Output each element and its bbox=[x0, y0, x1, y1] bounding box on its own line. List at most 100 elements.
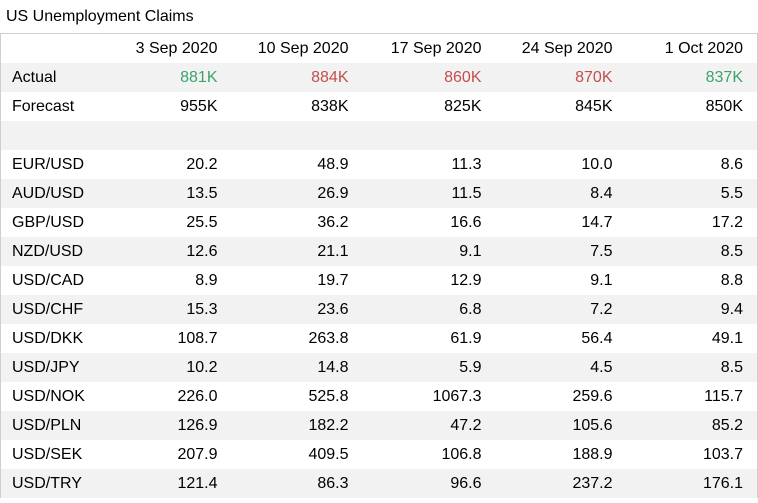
forecast-value: 850K bbox=[705, 97, 743, 115]
spacer-cell bbox=[95, 121, 232, 150]
spacer-cell bbox=[0, 121, 96, 150]
row-label: AUD/USD bbox=[0, 179, 96, 208]
row-label: USD/DKK bbox=[12, 329, 84, 347]
table-cell: 8.8 bbox=[720, 271, 743, 289]
table-cell: 20.2 bbox=[186, 155, 218, 173]
table-cell: 8.6 bbox=[720, 155, 743, 173]
column-header: 10 Sep 2020 bbox=[257, 39, 349, 57]
row-label: USD/CHF bbox=[0, 295, 96, 324]
table-cell: 36.2 bbox=[317, 213, 349, 231]
forecast-row: Forecast 955K 838K 825K 845K 850K bbox=[1, 92, 758, 121]
table-cell: 182.2 bbox=[231, 411, 363, 440]
table-cell: 115.7 bbox=[704, 387, 743, 405]
row-label: USD/SEK bbox=[12, 445, 83, 463]
table-cell: 263.8 bbox=[308, 329, 349, 347]
table-cell: 9.1 bbox=[362, 237, 496, 266]
table-row: USD/TRY 121.4 86.3 96.6 237.2 176.1 bbox=[0, 469, 758, 498]
spacer-row bbox=[0, 121, 758, 150]
row-label: NZD/USD bbox=[0, 237, 96, 266]
table-row: USD/NOK 226.0 525.8 1067.3 259.6 115.7 bbox=[1, 382, 758, 411]
table-cell: 17.2 bbox=[711, 213, 743, 231]
row-label: Forecast bbox=[12, 97, 75, 115]
table-cell: 126.9 bbox=[95, 411, 232, 440]
forecast-value: 825K bbox=[444, 97, 482, 115]
row-label: GBP/USD bbox=[12, 213, 85, 231]
table-body: 3 Sep 2020 10 Sep 2020 17 Sep 2020 24 Se… bbox=[0, 34, 758, 498]
table-cell: 21.1 bbox=[231, 237, 363, 266]
forecast-value: 955K bbox=[180, 97, 218, 115]
table-cell: 85.2 bbox=[626, 411, 758, 440]
table-cell: 5.9 bbox=[362, 353, 496, 382]
row-label: USD/PLN bbox=[0, 411, 96, 440]
table-cell: 106.8 bbox=[441, 445, 482, 463]
table-cell: 1067.3 bbox=[432, 387, 482, 405]
table-cell: 56.4 bbox=[581, 329, 613, 347]
row-label: USD/TRY bbox=[0, 469, 96, 498]
table-cell: 105.6 bbox=[495, 411, 627, 440]
table-cell: 96.6 bbox=[362, 469, 496, 498]
table-cell: 14.8 bbox=[231, 353, 363, 382]
table-cell: 4.5 bbox=[495, 353, 627, 382]
table-cell: 176.1 bbox=[626, 469, 758, 498]
table-cell: 525.8 bbox=[308, 387, 349, 405]
column-header: 17 Sep 2020 bbox=[390, 39, 482, 57]
table-cell: 237.2 bbox=[495, 469, 627, 498]
table-cell: 25.5 bbox=[186, 213, 218, 231]
table-row: NZD/USD 12.6 21.1 9.1 7.5 8.5 bbox=[0, 237, 758, 266]
spacer-cell bbox=[231, 121, 363, 150]
row-label: USD/CAD bbox=[12, 271, 85, 289]
header-row: 3 Sep 2020 10 Sep 2020 17 Sep 2020 24 Se… bbox=[1, 34, 758, 64]
table-cell: 226.0 bbox=[177, 387, 218, 405]
table-cell: 409.5 bbox=[308, 445, 349, 463]
table-cell: 11.3 bbox=[451, 155, 482, 173]
table-cell: 8.5 bbox=[626, 237, 758, 266]
table-cell: 10.2 bbox=[95, 353, 232, 382]
table-row: GBP/USD 25.5 36.2 16.6 14.7 17.2 bbox=[1, 208, 758, 237]
column-header: 3 Sep 2020 bbox=[135, 39, 218, 57]
spacer-cell bbox=[362, 121, 496, 150]
actual-value: 870K bbox=[495, 63, 627, 92]
table-cell: 9.4 bbox=[626, 295, 758, 324]
table-cell: 12.6 bbox=[95, 237, 232, 266]
table-row: USD/SEK 207.9 409.5 106.8 188.9 103.7 bbox=[1, 440, 758, 469]
table-cell: 47.2 bbox=[362, 411, 496, 440]
table-cell: 49.1 bbox=[711, 329, 743, 347]
spacer-cell bbox=[495, 121, 627, 150]
table-cell: 48.9 bbox=[317, 155, 349, 173]
table-cell: 15.3 bbox=[95, 295, 232, 324]
table-cell: 207.9 bbox=[177, 445, 218, 463]
claims-table: 3 Sep 2020 10 Sep 2020 17 Sep 2020 24 Se… bbox=[0, 33, 758, 498]
table-cell: 103.7 bbox=[702, 445, 743, 463]
row-label: USD/JPY bbox=[0, 353, 96, 382]
actual-value: 837K bbox=[626, 63, 758, 92]
table-cell: 5.5 bbox=[626, 179, 758, 208]
table-row: USD/CAD 8.9 19.7 12.9 9.1 8.8 bbox=[1, 266, 758, 295]
header-corner bbox=[1, 34, 96, 64]
table-row: AUD/USD 13.5 26.9 11.5 8.4 5.5 bbox=[0, 179, 758, 208]
table-row: EUR/USD 20.2 48.9 11.3 10.0 8.6 bbox=[1, 150, 758, 179]
forecast-value: 845K bbox=[575, 97, 613, 115]
table-title: US Unemployment Claims bbox=[6, 8, 194, 25]
table-cell: 86.3 bbox=[231, 469, 363, 498]
table-cell: 7.5 bbox=[495, 237, 627, 266]
table-cell: 23.6 bbox=[231, 295, 363, 324]
row-label: Actual bbox=[0, 63, 96, 92]
table-cell: 188.9 bbox=[572, 445, 613, 463]
table-cell: 61.9 bbox=[450, 329, 482, 347]
table-cell: 12.9 bbox=[450, 271, 482, 289]
table-cell: 8.9 bbox=[195, 271, 218, 289]
table-cell: 259.6 bbox=[572, 387, 613, 405]
actual-value: 860K bbox=[362, 63, 496, 92]
table-cell: 10.0 bbox=[581, 155, 613, 173]
table-cell: 108.7 bbox=[177, 329, 218, 347]
spacer-cell bbox=[626, 121, 758, 150]
column-header: 1 Oct 2020 bbox=[664, 39, 743, 57]
table-cell: 14.7 bbox=[581, 213, 613, 231]
actual-value: 884K bbox=[231, 63, 363, 92]
table-cell: 26.9 bbox=[231, 179, 363, 208]
table-cell: 19.7 bbox=[317, 271, 349, 289]
row-label: USD/NOK bbox=[12, 387, 85, 405]
table-cell: 7.2 bbox=[495, 295, 627, 324]
table-cell: 16.6 bbox=[450, 213, 482, 231]
